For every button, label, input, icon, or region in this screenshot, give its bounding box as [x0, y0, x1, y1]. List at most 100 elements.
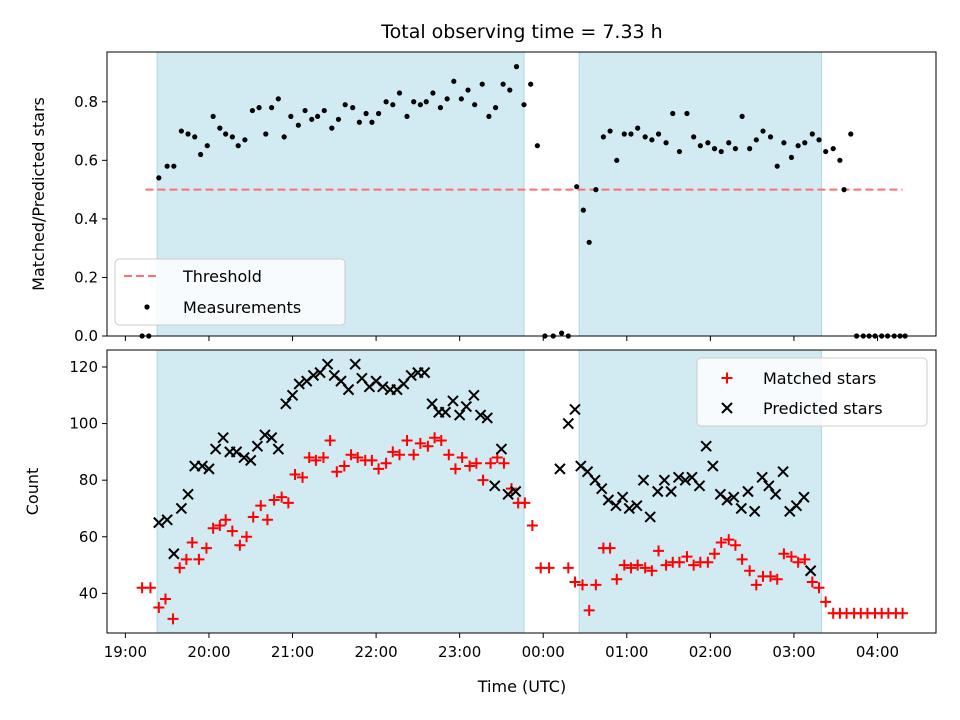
measurement-point — [586, 239, 592, 245]
predicted-point — [481, 412, 493, 424]
matched-point — [303, 452, 315, 464]
predicted-point — [569, 403, 581, 416]
matched-point — [159, 593, 171, 605]
matched-point — [387, 446, 399, 458]
predicted-point — [631, 499, 643, 512]
legend: Threshold Measurements — [114, 258, 346, 326]
measurement-point — [747, 146, 753, 152]
matched-point — [241, 531, 253, 543]
legend-box — [696, 357, 928, 427]
legend-box — [114, 258, 346, 326]
predicted-point — [405, 369, 417, 382]
legend-matched-label: Matched stars — [763, 369, 876, 388]
measurement-point — [192, 134, 198, 140]
matched-point — [153, 602, 165, 614]
legend-threshold-label: Threshold — [182, 267, 262, 286]
matched-point — [317, 452, 329, 464]
predicted-point — [763, 480, 775, 492]
measurement-point — [507, 87, 513, 93]
matched-point — [247, 511, 259, 523]
measurement-point — [691, 134, 697, 140]
measurement-point — [574, 184, 580, 190]
matched-point — [408, 449, 420, 461]
matched-point — [778, 548, 790, 560]
measurement-point — [655, 131, 662, 137]
predicted-point — [769, 488, 782, 501]
matched-point — [186, 536, 198, 548]
matched-point — [429, 432, 441, 444]
predicted-point — [265, 432, 278, 444]
matched-point — [639, 562, 651, 574]
measurement-point — [235, 143, 241, 149]
measurement-point — [697, 143, 703, 149]
measurement-point — [635, 125, 641, 131]
measurement-point — [417, 102, 423, 108]
measurement-point — [171, 163, 177, 169]
matched-point — [193, 553, 205, 565]
predicted-point — [756, 471, 768, 484]
measurement-point — [363, 110, 369, 117]
matched-point — [167, 613, 179, 625]
legend: Matched stars Predicted stars — [696, 357, 928, 427]
bottom-panel: 40 60 80 100 120 19:00 20:00 21:00 22:00 23:00 00:… — [23, 349, 937, 661]
matched-point — [611, 573, 623, 585]
matched-point — [324, 435, 336, 447]
predicted-point — [489, 480, 501, 492]
matched-point — [792, 556, 804, 568]
measurement-point — [513, 64, 520, 70]
predicted-point — [623, 502, 636, 515]
matched-point — [736, 553, 748, 565]
measurement-point — [369, 119, 375, 125]
matched-point — [618, 559, 630, 571]
matched-point — [702, 556, 714, 568]
measurement-point — [802, 140, 808, 146]
measurement-point — [711, 146, 718, 152]
predicted-point — [693, 480, 706, 492]
matched-point — [345, 449, 357, 461]
measurement-point — [275, 96, 281, 102]
measurement-point — [375, 110, 382, 117]
measurement-point — [816, 137, 822, 143]
matched-point — [799, 553, 811, 565]
measurement-point — [670, 110, 676, 117]
matched-point — [352, 452, 364, 464]
measurement-point — [451, 78, 457, 84]
measurement-point — [521, 102, 527, 108]
predicted-point — [168, 548, 180, 560]
measurement-point — [288, 113, 294, 120]
measurement-point — [321, 107, 327, 114]
top-panel: 0.0 0.2 0.4 0.6 0.8 Matched/Predicted stars Th… — [29, 51, 937, 345]
matched-point — [200, 542, 212, 554]
matched-point — [569, 576, 581, 588]
predicted-point — [377, 381, 389, 393]
measurement-point — [350, 105, 356, 111]
measurement-point — [614, 157, 620, 163]
measurement-point — [621, 131, 627, 137]
matched-point — [543, 562, 555, 574]
measurement-point — [335, 116, 342, 122]
matched-point — [220, 514, 232, 526]
x-axis-label: Time (UTC) — [477, 677, 566, 696]
shaded-interval — [156, 349, 525, 634]
y-tick-label: 0.4 — [74, 210, 98, 228]
measurement-point — [607, 128, 613, 134]
measurement-point — [823, 148, 829, 155]
matched-point — [261, 514, 273, 526]
measurement-point — [830, 146, 836, 152]
measurement-point — [486, 113, 492, 120]
predicted-point — [721, 494, 733, 506]
matched-point — [498, 457, 510, 469]
matched-point — [729, 539, 741, 551]
matched-point — [144, 582, 156, 594]
predicted-point — [447, 395, 459, 407]
predicted-point — [554, 463, 566, 475]
measurement-point — [684, 110, 690, 117]
matched-point — [470, 457, 482, 469]
measurement-point — [472, 102, 478, 108]
measurement-point — [281, 134, 287, 140]
matched-point — [373, 463, 385, 475]
predicted-point — [748, 505, 761, 518]
measurement-point — [732, 146, 739, 152]
y-tick-label: 0.6 — [74, 151, 98, 169]
matched-point — [422, 440, 434, 452]
